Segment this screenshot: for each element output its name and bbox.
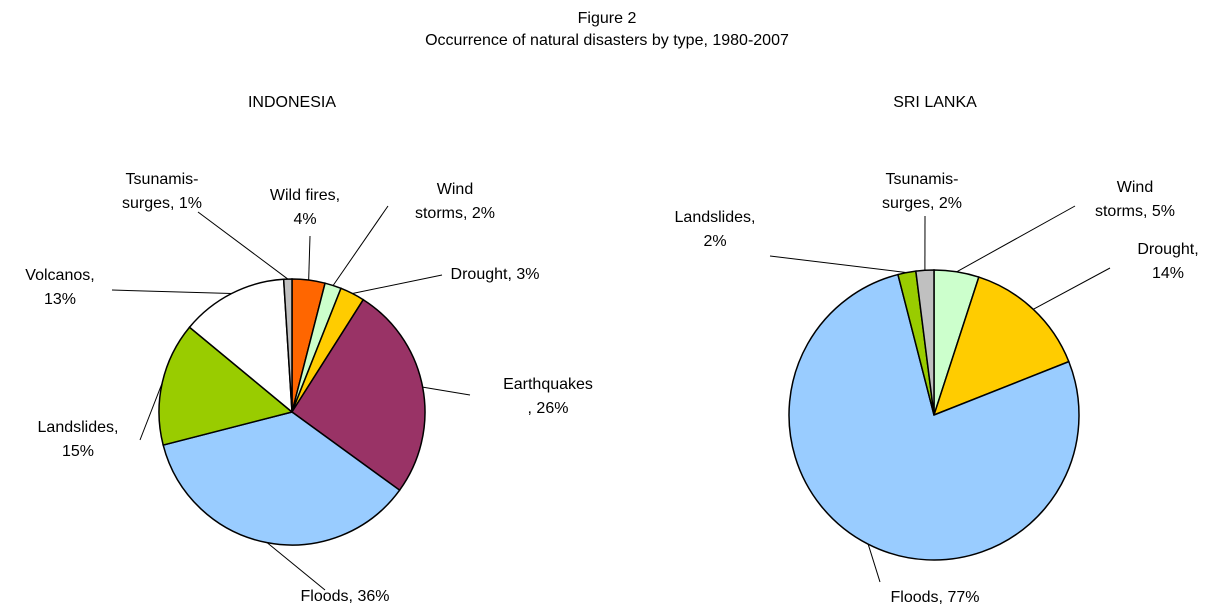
leader-line bbox=[422, 386, 471, 396]
pie-slice bbox=[162, 411, 401, 546]
leader-line bbox=[352, 274, 443, 294]
figure-subtitle: Occurrence of natural disasters by type,… bbox=[425, 32, 789, 49]
slice-label: Floods, 77% bbox=[891, 589, 980, 606]
slice-label: Landslides, 2% bbox=[675, 209, 756, 250]
slice-label: Wind storms, 5% bbox=[1095, 179, 1175, 220]
leader-line bbox=[867, 544, 881, 583]
figure-title: Figure 2 bbox=[578, 10, 637, 27]
slice-label: Drought, 3% bbox=[451, 266, 540, 283]
chart-title: INDONESIA bbox=[248, 94, 336, 111]
leader-line bbox=[1033, 267, 1111, 310]
slice-label: Floods, 36% bbox=[301, 588, 390, 605]
leader-line bbox=[111, 289, 232, 294]
slice-label: Earthquakes, 26% bbox=[503, 376, 593, 417]
leader-line bbox=[266, 542, 326, 591]
leader-line bbox=[308, 235, 311, 281]
leader-line bbox=[197, 211, 289, 280]
leader-line bbox=[139, 382, 163, 441]
slice-label: Tsunamis-surges, 1% bbox=[122, 171, 202, 212]
leader-line bbox=[956, 205, 1076, 273]
pie-slice bbox=[932, 276, 1070, 417]
slice-label: Drought, 14% bbox=[1137, 241, 1198, 282]
chart-title: SRI LANKA bbox=[893, 94, 977, 111]
slice-label: Wild fires, 4% bbox=[270, 187, 340, 228]
slice-label: Tsunamis-surges, 2% bbox=[882, 171, 962, 212]
pie-slice bbox=[290, 298, 426, 492]
leader-line bbox=[332, 205, 389, 286]
slice-label: Volcanos, 13% bbox=[25, 267, 94, 308]
pie-slice bbox=[188, 278, 293, 414]
slice-label: Landslides, 15% bbox=[38, 419, 119, 460]
slice-label: Wind storms, 2% bbox=[415, 181, 495, 222]
leader-line bbox=[769, 255, 907, 274]
